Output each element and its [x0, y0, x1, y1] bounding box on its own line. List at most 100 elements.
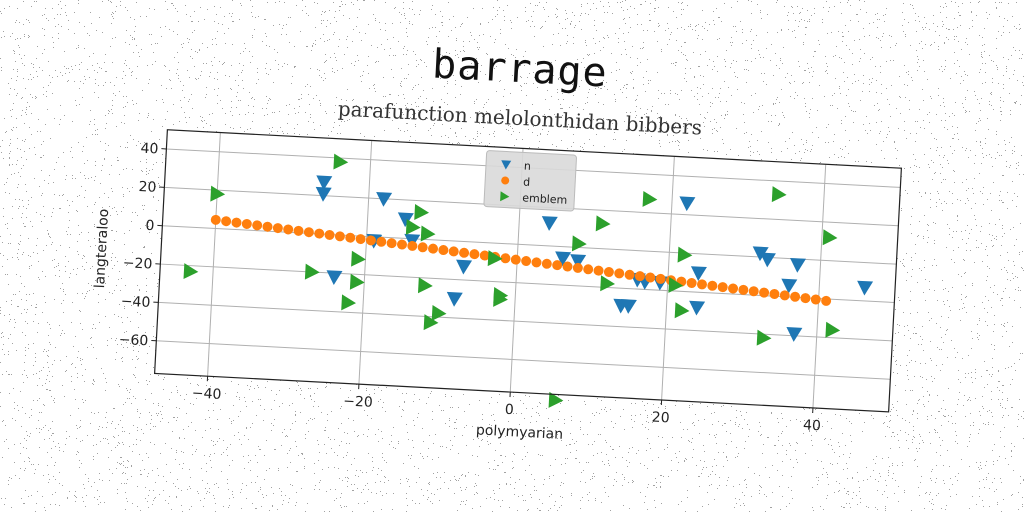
x-axis-label: polymyarian: [476, 422, 564, 443]
x-tick-label: −20: [343, 393, 373, 411]
point-n: [857, 280, 874, 296]
point-emblem: [414, 203, 430, 220]
point-d: [717, 282, 728, 293]
point-d: [428, 243, 439, 254]
point-d: [293, 225, 304, 236]
point-n: [689, 300, 706, 316]
point-emblem: [405, 218, 421, 235]
point-n: [446, 291, 463, 307]
point-d: [562, 261, 573, 272]
point-emblem: [825, 321, 841, 338]
y-tick-label: 40: [140, 141, 159, 158]
point-d: [686, 278, 697, 289]
y-gridline: [158, 301, 893, 342]
point-emblem: [420, 225, 436, 242]
point-d: [345, 232, 356, 243]
y-tick-label: −40: [120, 293, 150, 311]
point-emblem: [493, 290, 508, 307]
plot-frame: [153, 129, 903, 413]
point-emblem: [668, 276, 684, 293]
point-n: [397, 212, 414, 228]
point-d: [396, 239, 407, 250]
point-emblem: [487, 250, 503, 267]
point-d: [334, 231, 345, 242]
point-d: [314, 228, 325, 239]
point-d: [283, 224, 294, 235]
point-d: [800, 293, 811, 304]
point-d: [769, 289, 780, 300]
y-tick-label: −60: [118, 332, 148, 350]
point-n: [620, 299, 637, 314]
y-tick-label: −20: [122, 255, 152, 273]
point-d: [707, 280, 718, 291]
point-d: [386, 238, 397, 249]
legend-marker: [501, 176, 510, 185]
point-emblem: [341, 294, 357, 311]
point-d: [262, 221, 273, 232]
x-tick-label: 20: [651, 410, 670, 427]
x-gridline: [358, 140, 373, 385]
point-d: [738, 284, 749, 295]
point-d: [469, 249, 480, 260]
point-d: [500, 253, 511, 264]
point-n: [456, 259, 473, 275]
point-d: [583, 264, 594, 275]
y-gridline: [156, 340, 891, 380]
point-d: [634, 271, 645, 282]
point-d: [448, 246, 459, 257]
point-d: [790, 291, 801, 302]
point-emblem: [210, 185, 226, 202]
point-d: [624, 269, 635, 280]
point-d: [779, 290, 790, 301]
point-d: [748, 286, 759, 297]
plot-background: [154, 129, 902, 412]
legend-marker: [500, 191, 510, 202]
point-emblem: [417, 277, 433, 294]
point-d: [417, 242, 428, 253]
y-tick-label: 20: [138, 179, 157, 196]
point-d: [603, 267, 614, 278]
point-n: [781, 278, 798, 294]
point-n: [316, 175, 333, 191]
point-d: [614, 268, 625, 279]
point-d: [479, 250, 490, 261]
point-emblem: [333, 153, 349, 170]
point-d: [759, 287, 770, 298]
point-n: [326, 270, 343, 286]
point-d: [593, 265, 604, 276]
point-d: [821, 295, 832, 306]
point-d: [459, 247, 470, 258]
legend: nd emblem: [483, 150, 577, 212]
point-emblem: [674, 302, 690, 319]
point-n: [555, 251, 572, 267]
point-d: [252, 220, 263, 231]
point-d: [810, 294, 821, 305]
point-d: [655, 273, 666, 284]
point-emblem: [548, 391, 564, 408]
point-emblem: [756, 329, 772, 346]
point-d: [355, 234, 366, 245]
point-d: [221, 216, 232, 227]
point-emblem: [423, 314, 439, 331]
series-d: [210, 214, 832, 306]
point-d: [531, 257, 542, 268]
point-n: [679, 196, 696, 212]
point-n: [790, 257, 807, 273]
point-d: [231, 217, 242, 228]
legend-marker: [501, 160, 512, 170]
point-n: [315, 186, 332, 202]
point-d: [303, 227, 314, 238]
x-gridline: [207, 132, 221, 377]
point-n: [376, 192, 393, 207]
point-n: [541, 216, 558, 231]
point-d: [241, 218, 252, 229]
data-series: [183, 153, 874, 408]
legend-label: n: [524, 159, 532, 172]
point-emblem: [595, 215, 611, 232]
point-d: [407, 240, 418, 251]
y-tick-label: 0: [145, 218, 155, 234]
point-emblem: [304, 263, 320, 280]
x-tick-label: 0: [504, 402, 514, 418]
x-tick-label: −40: [191, 385, 221, 403]
